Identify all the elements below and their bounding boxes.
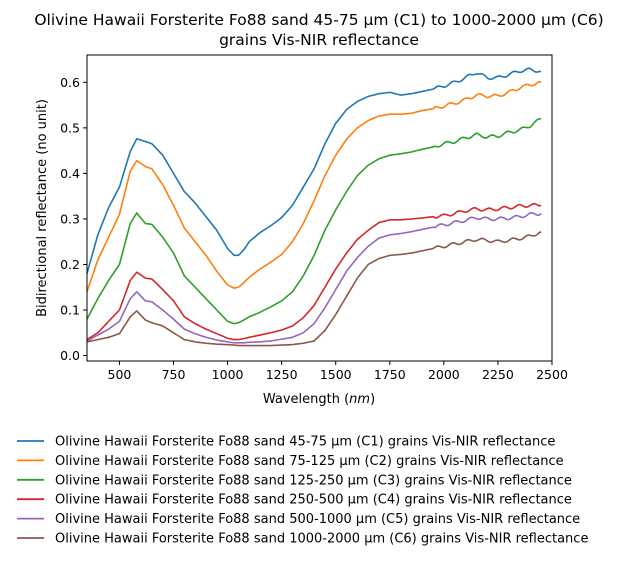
series-layer (86, 67, 542, 347)
y-tick-label: 0.2 (60, 257, 80, 272)
x-axis-label: Wavelength (nm) (263, 392, 375, 407)
y-tick-label: 0.3 (60, 211, 80, 226)
x-tick-label: 1500 (320, 367, 352, 382)
legend-entry-label: Olivine Hawaii Forsterite Fo88 sand 75-1… (55, 454, 564, 469)
series-line (86, 67, 542, 274)
x-tick-label: 2500 (536, 367, 568, 382)
x-tick-label: 1750 (374, 367, 406, 382)
chart-title: Olivine Hawaii Forsterite Fo88 sand 45-7… (34, 11, 603, 29)
y-tick-label: 0.4 (60, 166, 80, 181)
chart-subtitle: grains Vis-NIR reflectance (219, 31, 419, 49)
y-tick-label: 0.5 (60, 120, 80, 135)
legend-entry-label: Olivine Hawaii Forsterite Fo88 sand 125-… (55, 473, 572, 488)
x-axis-ticks: 500 750 1000 1250 1500 1750 2000 2250 2500 (108, 361, 568, 382)
legend-entry-label: Olivine Hawaii Forsterite Fo88 sand 1000… (55, 532, 588, 547)
y-tick-label: 0.0 (60, 348, 80, 363)
x-tick-label: 1250 (266, 367, 298, 382)
series-line (86, 212, 542, 344)
legend-entry-label: Olivine Hawaii Forsterite Fo88 sand 45-7… (55, 435, 555, 450)
series-line (86, 230, 542, 347)
x-tick-label: 2000 (428, 367, 460, 382)
legend-entry-label: Olivine Hawaii Forsterite Fo88 sand 500-… (55, 512, 580, 527)
series-line (86, 80, 542, 293)
x-tick-label: 1000 (212, 367, 244, 382)
x-tick-label: 750 (162, 367, 186, 382)
x-tick-label: 2250 (482, 367, 514, 382)
plot-area-frame (86, 54, 553, 362)
legend-entry-label: Olivine Hawaii Forsterite Fo88 sand 250-… (55, 493, 572, 508)
series-line (86, 202, 542, 341)
y-axis-label: Bidirectional reflectance (no unit) (35, 99, 50, 317)
y-tick-label: 0.6 (60, 75, 80, 90)
legend: Olivine Hawaii Forsterite Fo88 sand 45-7… (17, 435, 588, 547)
y-tick-label: 0.1 (60, 303, 80, 318)
y-axis-ticks: 0.0 0.1 0.2 0.3 0.4 0.5 0.6 (60, 75, 87, 363)
series-line (86, 117, 542, 325)
x-tick-label: 500 (108, 367, 132, 382)
